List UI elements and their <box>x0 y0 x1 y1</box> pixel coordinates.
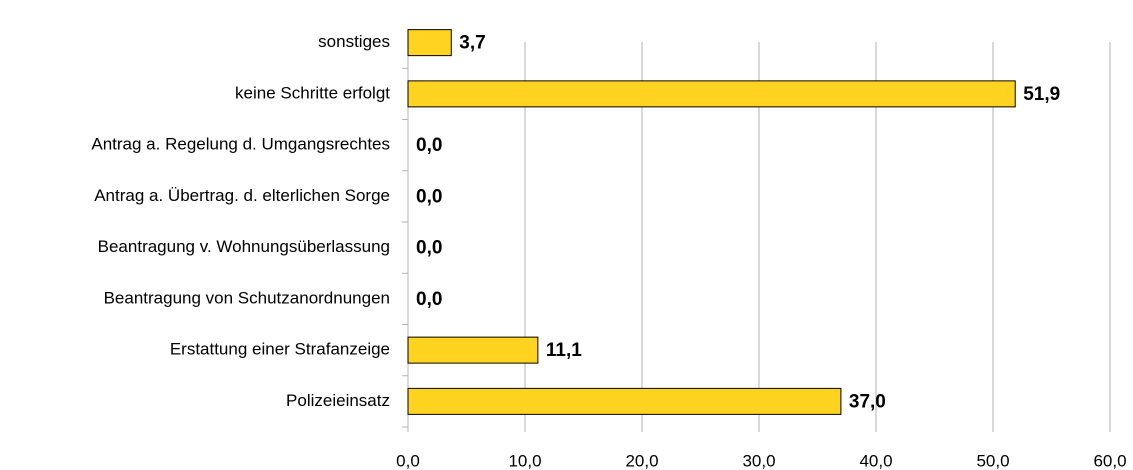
value-label: 3,7 <box>459 33 485 54</box>
value-label: 11,1 <box>546 340 582 361</box>
y-tick-label: keine Schritte erfolgt <box>235 83 390 102</box>
x-tick-label: 0,0 <box>396 451 420 470</box>
value-label: 0,0 <box>416 238 442 259</box>
x-tick-label: 30,0 <box>742 451 775 470</box>
bar <box>407 387 842 415</box>
y-tick-label: Antrag a. Regelung d. Umgangsrechtes <box>91 135 390 154</box>
x-tick-label: 60,0 <box>1093 451 1126 470</box>
value-label: 0,0 <box>416 135 442 156</box>
y-tick-label: Antrag a. Übertrag. d. elterlichen Sorge <box>94 186 390 205</box>
x-tick-label: 10,0 <box>508 451 541 470</box>
value-label: 37,0 <box>849 391 886 412</box>
y-tick-label: Beantragung v. Wohnungsüberlassung <box>98 237 390 256</box>
y-tick-label: Erstattung einer Strafanzeige <box>170 340 390 359</box>
x-tick-label: 40,0 <box>859 451 892 470</box>
value-label: 51,9 <box>1023 84 1060 105</box>
value-label: 0,0 <box>416 289 442 310</box>
bar <box>407 80 1016 108</box>
value-label: 0,0 <box>416 186 442 207</box>
y-tick-label: sonstiges <box>318 32 390 51</box>
bar <box>407 336 539 364</box>
y-tick-label: Beantragung von Schutzanordnungen <box>104 288 390 307</box>
y-tick-label: Polizeieinsatz <box>286 391 390 410</box>
bar <box>407 29 452 57</box>
x-tick-label: 50,0 <box>976 451 1009 470</box>
x-tick-label: 20,0 <box>625 451 658 470</box>
